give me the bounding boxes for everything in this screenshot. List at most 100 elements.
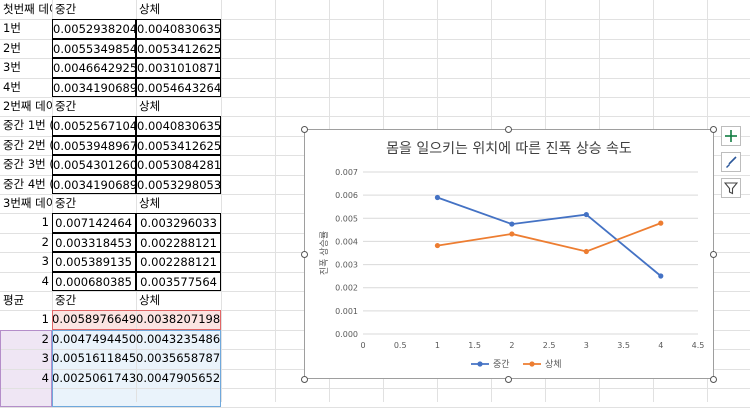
value-cell[interactable]: 0.0053412625 <box>136 38 221 59</box>
column-header[interactable]: 상체 <box>139 2 161 16</box>
value-cell[interactable]: 0.007142464 <box>52 213 136 233</box>
plus-icon <box>725 130 737 142</box>
value-cell[interactable]: 0.0025061743 <box>52 370 136 385</box>
chart-resize-handle-tr[interactable] <box>710 126 717 133</box>
chart-resize-handle-tm[interactable] <box>505 126 512 133</box>
value-cell[interactable]: 0.003577564 <box>136 271 221 291</box>
row-label[interactable]: 중간 4번 ( <box>3 176 52 191</box>
column-header[interactable]: 중간 <box>55 293 77 307</box>
table-title[interactable]: 3번째 데이 <box>3 196 52 210</box>
value-cell[interactable]: 0.0047494450 <box>52 331 136 346</box>
y-tick-label: 0.000 <box>335 330 358 339</box>
grid-row-line <box>0 77 750 79</box>
value-cell[interactable]: 0.0031010871 <box>136 58 221 78</box>
y-axis-title: 진폭 상승률 <box>319 231 330 275</box>
row-label[interactable]: 4 <box>41 370 49 385</box>
value-cell[interactable]: 0.003296033 <box>136 213 221 233</box>
row-label[interactable]: 3 <box>41 254 49 269</box>
value-cell[interactable]: 0.0043235486 <box>136 331 221 346</box>
value-cell[interactable]: 0.0058976649 <box>52 312 136 327</box>
value-cell[interactable]: 0.0055349854 <box>52 38 136 59</box>
value-cell[interactable]: 0.0047905652 <box>136 370 221 385</box>
series-line-중간 <box>437 196 662 277</box>
grid-row-line <box>0 388 750 389</box>
value-cell[interactable]: 0.0053948967 <box>52 135 136 156</box>
value-cell[interactable]: 0.0053298053 <box>136 174 221 194</box>
row-label[interactable]: 2 <box>41 331 49 346</box>
value-cell[interactable]: 0.0046642925 <box>52 58 136 78</box>
column-header[interactable]: 상체 <box>139 99 161 113</box>
value-cell[interactable]: 0.003318453 <box>52 232 136 253</box>
chart-resize-handle-tl[interactable] <box>301 126 308 133</box>
value-cell[interactable]: 0.0051611845 <box>52 351 136 366</box>
row-label[interactable]: 1번 <box>3 21 21 36</box>
data-point <box>509 231 515 237</box>
value-cell[interactable]: 0.002288121 <box>136 252 221 272</box>
legend-label: 상체 <box>545 359 562 370</box>
table-title[interactable]: 평균 <box>3 293 25 307</box>
row-label[interactable]: 4 <box>41 273 49 288</box>
x-tick-label: 3.5 <box>617 341 630 350</box>
value-cell[interactable]: 0.000680385 <box>52 271 136 291</box>
value-cell[interactable]: 0.0054301260 <box>52 155 136 175</box>
row-label[interactable]: 중간 2번 ( <box>3 137 52 152</box>
chart-elements-button[interactable] <box>721 126 741 146</box>
row-label[interactable]: 중간 1번 ( <box>3 118 52 133</box>
row-label[interactable]: 3 <box>41 351 49 366</box>
value-cell[interactable]: 0.002288121 <box>136 232 221 253</box>
value-cell[interactable]: 0.0053084281 <box>136 155 221 175</box>
chart-object[interactable]: 몸을 일으키는 위치에 따른 진폭 상승 속도 0.000 0.001 0.002 0.… <box>304 129 714 379</box>
selection-outline-header <box>52 310 221 330</box>
grid-column-line <box>52 0 53 402</box>
row-label[interactable]: 1 <box>41 215 49 230</box>
grid-column-line <box>136 0 137 402</box>
x-tick-label: 4.5 <box>692 341 705 350</box>
chart-styles-button[interactable] <box>721 152 741 172</box>
chart-filters-button[interactable] <box>721 178 741 198</box>
column-header[interactable]: 중간 <box>55 196 77 210</box>
row-label[interactable]: 4번 <box>3 79 21 94</box>
value-cell[interactable]: 0.0052567104 <box>52 116 136 136</box>
row-label[interactable]: 중간 3번 ( <box>3 157 52 172</box>
y-tick-label: 0.001 <box>335 307 358 316</box>
value-cell[interactable]: 0.0034190689 <box>52 174 136 194</box>
table-title[interactable]: 첫번째 데이 <box>3 2 52 16</box>
brush-icon <box>726 156 737 168</box>
value-cell[interactable]: 0.0053412625 <box>136 135 221 156</box>
chart-resize-handle-mr[interactable] <box>710 251 717 258</box>
chart-resize-handle-bl[interactable] <box>301 376 308 383</box>
row-label[interactable]: 2 <box>41 234 49 249</box>
table-title[interactable]: 2번째 데이 <box>3 99 52 113</box>
column-header[interactable]: 상체 <box>139 196 161 210</box>
y-tick-label: 0.002 <box>335 284 358 293</box>
x-tick-label: 0.5 <box>394 341 407 350</box>
column-header[interactable]: 중간 <box>55 99 77 113</box>
grid-row-line <box>0 97 750 98</box>
x-tick-label: 0 <box>360 341 365 350</box>
value-cell[interactable]: 0.0034190689 <box>52 77 136 97</box>
grid-row-line <box>0 19 750 21</box>
column-header[interactable]: 상체 <box>139 293 161 307</box>
value-cell[interactable]: 0.0038207198 <box>136 312 221 327</box>
row-label[interactable]: 3번 <box>3 60 21 75</box>
y-tick-label: 0.005 <box>335 214 358 223</box>
y-tick-label: 0.004 <box>335 237 358 246</box>
chart-resize-handle-bm[interactable] <box>505 376 512 383</box>
data-point <box>658 273 664 279</box>
chart-resize-handle-br[interactable] <box>710 376 717 383</box>
value-cell[interactable]: 0.0052938204 <box>52 19 136 39</box>
column-header[interactable]: 중간 <box>55 2 77 16</box>
value-cell[interactable]: 0.0040830635 <box>136 116 221 136</box>
value-cell[interactable]: 0.005389135 <box>52 252 136 272</box>
value-cell[interactable]: 0.0054643264 <box>136 77 221 97</box>
y-tick-label: 0.003 <box>335 261 358 270</box>
data-point <box>583 211 589 218</box>
chart-title: 몸을 일으키는 위치에 따른 진폭 상승 속도 <box>386 141 632 157</box>
grid-column-line <box>275 0 276 402</box>
value-cell[interactable]: 0.0035658787 <box>136 351 221 366</box>
chart-resize-handle-ml[interactable] <box>301 251 308 258</box>
y-tick-label: 0.007 <box>335 168 358 177</box>
value-cell[interactable]: 0.0040830635 <box>136 19 221 39</box>
row-label[interactable]: 1 <box>41 312 49 327</box>
row-label[interactable]: 2번 <box>3 40 21 55</box>
